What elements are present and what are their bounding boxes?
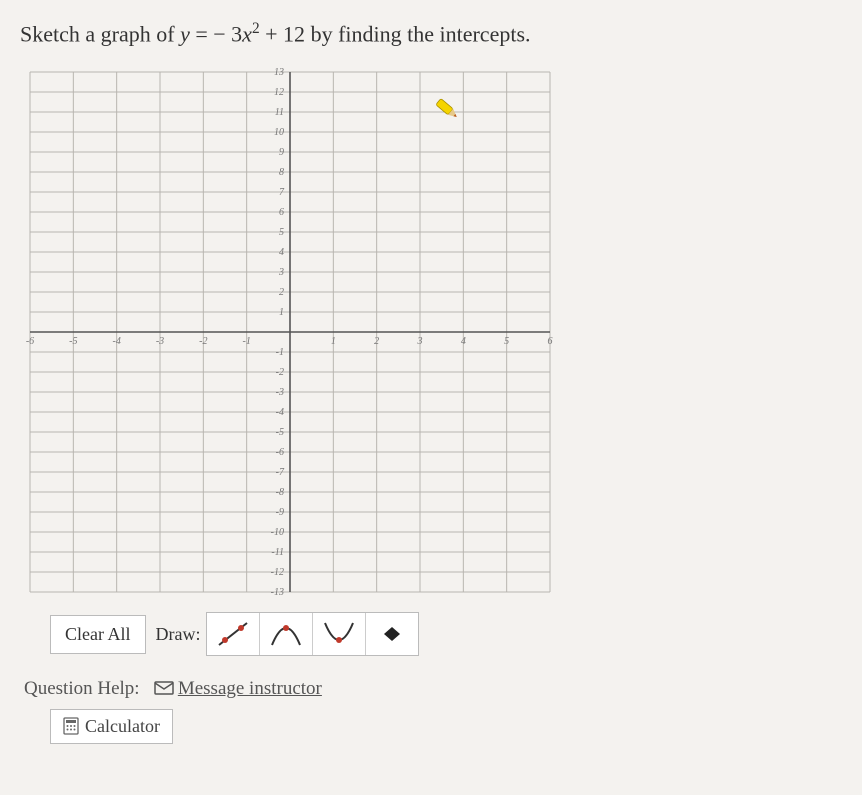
svg-text:6: 6 — [548, 336, 553, 347]
equation-rhs-var: x — [242, 21, 252, 46]
svg-text:-3: -3 — [276, 387, 284, 398]
controls-row: Clear All Draw: — [50, 612, 842, 656]
svg-text:-5: -5 — [69, 336, 77, 347]
calculator-button[interactable]: Calculator — [50, 709, 173, 744]
equation-equals: = — [195, 21, 213, 46]
svg-text:-9: -9 — [276, 507, 284, 518]
svg-text:4: 4 — [461, 336, 466, 347]
question-postfix: by finding the intercepts. — [311, 21, 531, 46]
svg-text:-10: -10 — [271, 527, 284, 538]
svg-text:-4: -4 — [276, 407, 284, 418]
svg-text:-3: -3 — [156, 336, 164, 347]
svg-text:1: 1 — [279, 307, 284, 318]
svg-text:-11: -11 — [271, 547, 284, 558]
svg-text:-5: -5 — [276, 427, 284, 438]
svg-text:12: 12 — [274, 87, 284, 98]
graph-canvas[interactable]: -6-5-4-3-2-1123456-13-12-11-10-9-8-7-6-5… — [20, 62, 560, 602]
svg-text:6: 6 — [279, 207, 284, 218]
svg-text:1: 1 — [331, 336, 336, 347]
svg-text:-2: -2 — [276, 367, 284, 378]
question-prefix: Sketch a graph of — [20, 21, 180, 46]
question-text: Sketch a graph of y = − 3x2 + 12 by find… — [20, 20, 842, 47]
equation-rhs-const: + 12 — [265, 21, 310, 46]
svg-text:-2: -2 — [199, 336, 207, 347]
parabola-up-tool[interactable] — [313, 613, 366, 655]
svg-text:-12: -12 — [271, 567, 284, 578]
svg-text:9: 9 — [279, 147, 284, 158]
message-instructor-link[interactable]: Message instructor — [178, 678, 322, 699]
svg-text:2: 2 — [279, 287, 284, 298]
envelope-icon — [154, 679, 174, 701]
line-tool[interactable] — [207, 613, 260, 655]
calculator-row: Calculator — [50, 709, 842, 744]
svg-text:2: 2 — [374, 336, 379, 347]
svg-text:13: 13 — [274, 67, 284, 78]
draw-label: Draw: — [156, 624, 201, 645]
calculator-label: Calculator — [85, 716, 160, 737]
svg-text:8: 8 — [279, 167, 284, 178]
svg-text:-4: -4 — [112, 336, 120, 347]
svg-text:3: 3 — [417, 336, 423, 347]
svg-text:-6: -6 — [276, 447, 284, 458]
question-help-row: Question Help: Message instructor — [24, 678, 842, 701]
svg-text:3: 3 — [278, 267, 284, 278]
calculator-icon — [63, 717, 79, 735]
svg-text:5: 5 — [279, 227, 284, 238]
equation-rhs-coeff: − 3 — [213, 21, 242, 46]
svg-text:-1: -1 — [276, 347, 284, 358]
svg-text:-7: -7 — [276, 467, 285, 478]
help-label: Question Help: — [24, 678, 140, 699]
svg-text:11: 11 — [275, 107, 284, 118]
svg-text:-8: -8 — [276, 487, 284, 498]
svg-text:5: 5 — [504, 336, 509, 347]
grid-svg: -6-5-4-3-2-1123456-13-12-11-10-9-8-7-6-5… — [20, 62, 560, 602]
tool-group — [206, 612, 419, 656]
clear-all-button[interactable]: Clear All — [50, 615, 146, 654]
svg-text:4: 4 — [279, 247, 284, 258]
svg-text:-6: -6 — [26, 336, 34, 347]
equation-rhs-exp: 2 — [252, 20, 260, 37]
parabola-down-tool[interactable] — [260, 613, 313, 655]
svg-text:-1: -1 — [242, 336, 250, 347]
svg-text:10: 10 — [274, 127, 284, 138]
svg-text:-13: -13 — [271, 587, 284, 598]
equation-lhs: y — [180, 21, 190, 46]
point-tool[interactable] — [366, 613, 418, 655]
